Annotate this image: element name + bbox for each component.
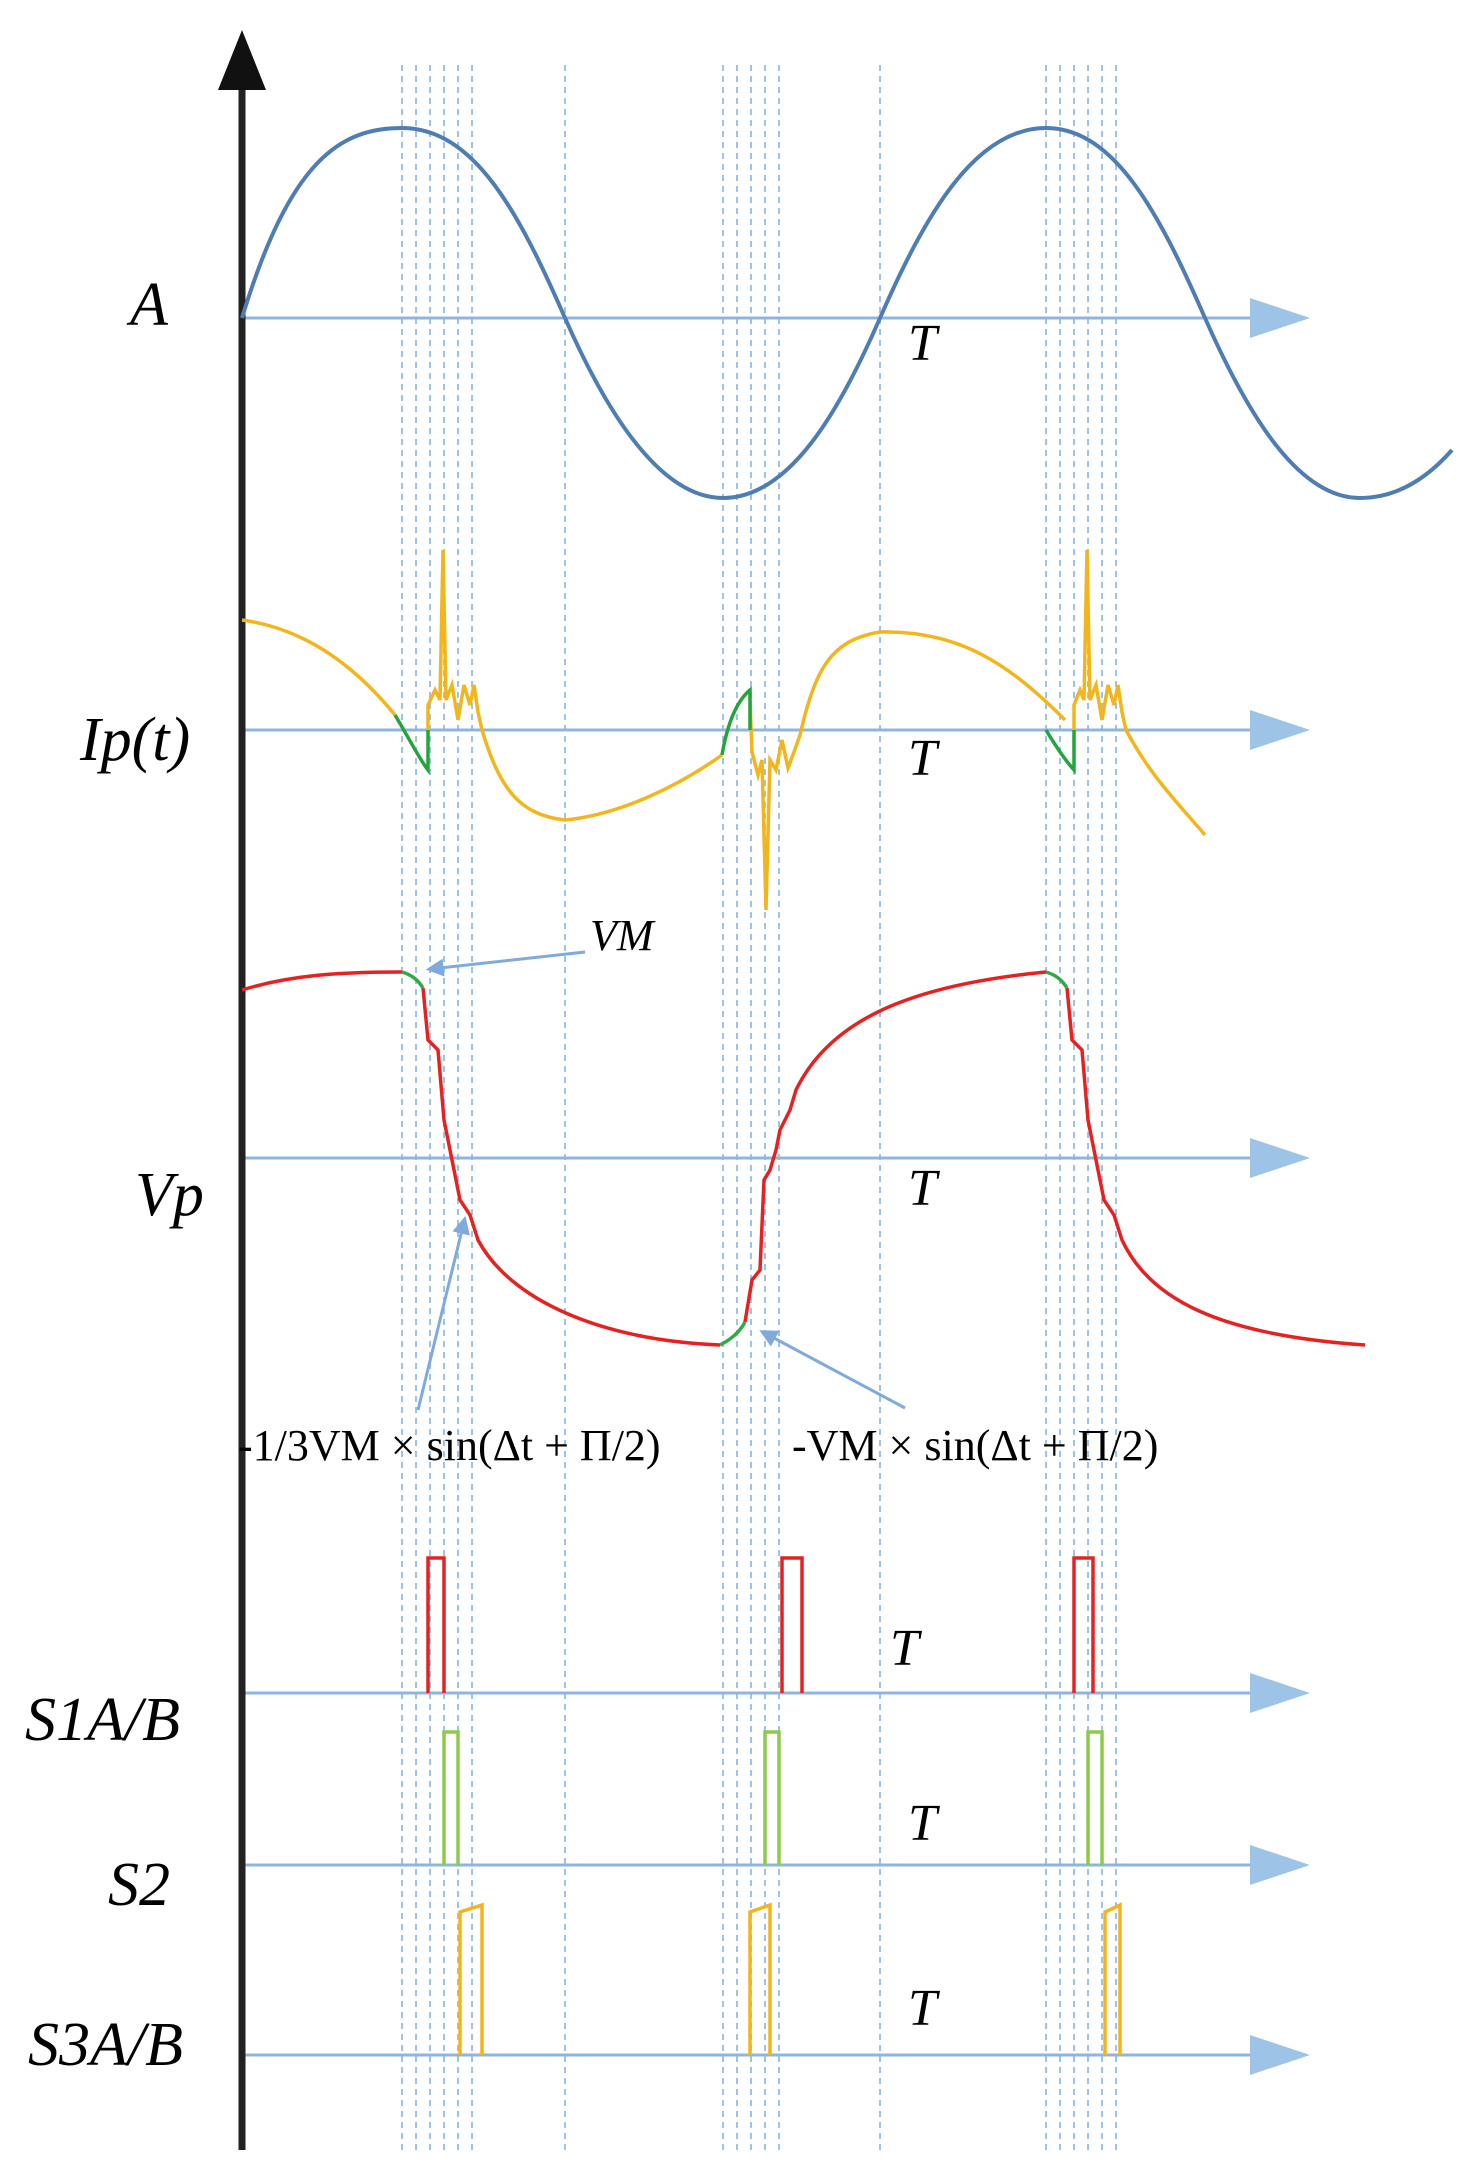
axis-label-Ip: T xyxy=(908,730,940,787)
Ip-transitions xyxy=(393,686,1076,775)
label-A: A xyxy=(126,271,169,339)
annotation-arrows xyxy=(416,950,906,1411)
axis-arrowheads xyxy=(1250,298,1310,2075)
annotation-vm: VM xyxy=(590,911,656,960)
vertical-axis-arrowhead xyxy=(218,30,266,90)
axis-label-A: T xyxy=(908,315,940,372)
Ip-waveform-segment-3 xyxy=(748,630,1067,911)
Vp-waveform-segment-4 xyxy=(1065,987,1366,1347)
Vp-transitions xyxy=(401,970,1069,1347)
axis-label-S1: T xyxy=(890,1620,922,1677)
axis-label-Vp: T xyxy=(908,1160,940,1217)
Ip-waveform-segment-2 xyxy=(426,549,724,822)
annotation-full-vm: -VM × sin(Δt + Π/2) xyxy=(792,1421,1158,1470)
S3-pulses xyxy=(458,1902,1122,2055)
label-Ip: Ip(t) xyxy=(79,706,190,774)
Ip-waveform-segment-4 xyxy=(1072,549,1207,837)
axis-label-S3: T xyxy=(908,1980,940,2037)
S1-pulses xyxy=(426,1556,1095,1693)
S2-pulses xyxy=(442,1730,1104,1865)
gridlines xyxy=(401,65,1117,2155)
annotation-third-vm: -1/3VM × sin(Δt + Π/2) xyxy=(238,1421,661,1470)
Vp-waveform-segment-1 xyxy=(241,970,403,992)
Vp-waveform-segment-2 xyxy=(421,987,721,1347)
Ip-waveform-segment-1 xyxy=(241,618,397,717)
label-S3: S3A/B xyxy=(28,2011,183,2079)
axis-label-S2: T xyxy=(908,1795,940,1852)
Vp-waveform-segment-3 xyxy=(743,970,1047,1323)
label-S1: S1A/B xyxy=(25,1686,180,1754)
A-waveform xyxy=(240,125,1454,501)
label-Vp: Vp xyxy=(135,1161,204,1229)
label-S2: S2 xyxy=(108,1851,170,1919)
